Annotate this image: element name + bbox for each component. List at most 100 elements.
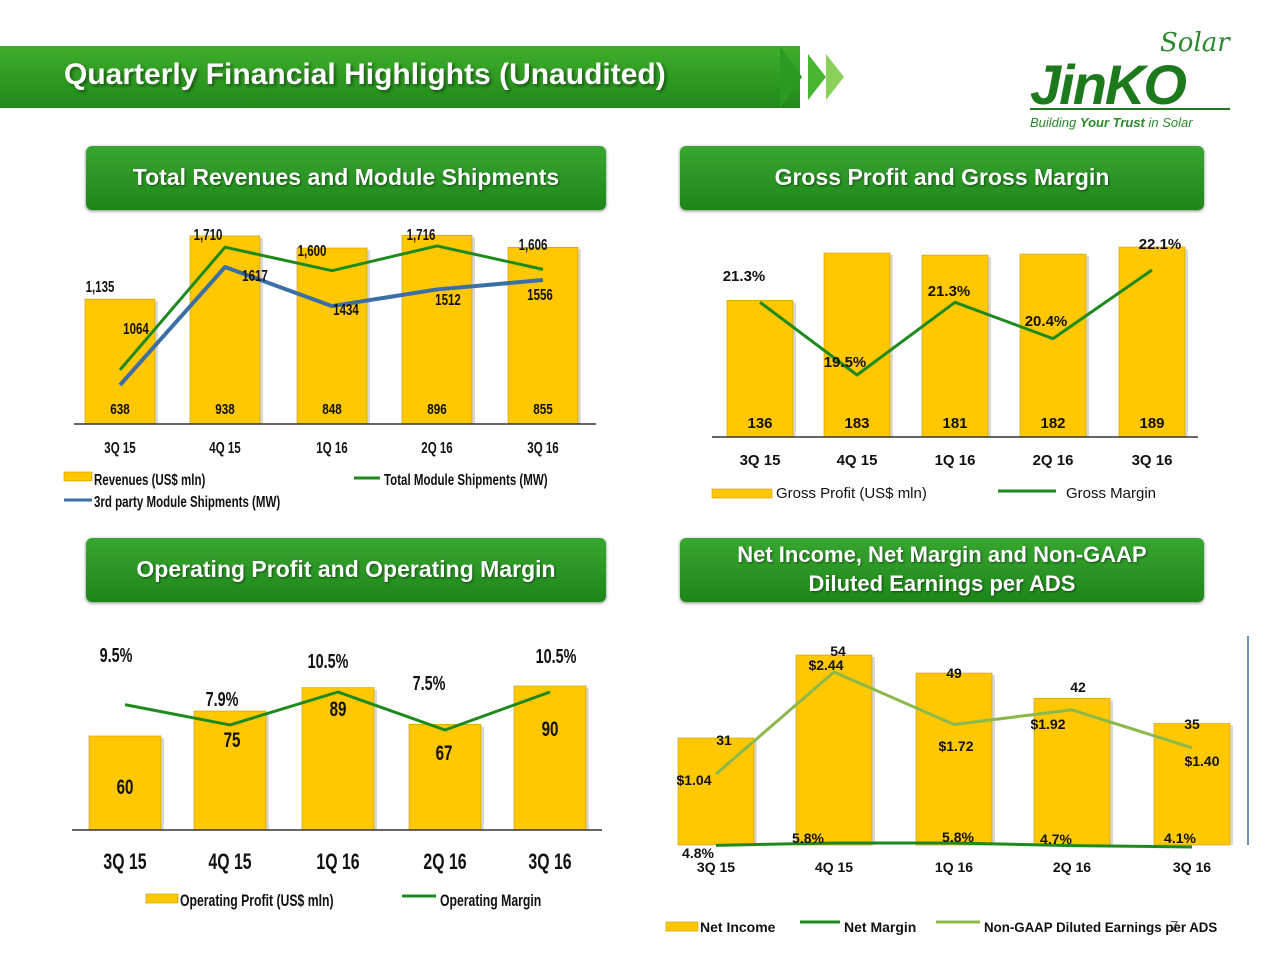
chevron-right-icon	[808, 54, 826, 100]
net-margin-label: 4.8%	[682, 845, 714, 861]
operating-profit-bar	[193, 710, 267, 831]
operating-profit-value-label: 67	[436, 740, 453, 764]
x-tick-label: 4Q 15	[837, 452, 878, 469]
operating-margin-line	[124, 690, 551, 732]
x-tick-label: 3Q 16	[528, 851, 571, 875]
gross-profit-value-label: 181	[942, 415, 967, 432]
gross-margin-line	[759, 268, 1153, 377]
gross-profit-value-label: 189	[1139, 415, 1164, 432]
eps-value-label: $1.40	[1184, 753, 1219, 769]
title-banner	[0, 46, 800, 108]
x-tick-label: 2Q 16	[421, 438, 453, 456]
operating-profit-bar	[513, 685, 587, 831]
net-margin-label: 5.8%	[942, 829, 974, 845]
x-tick-label: 3Q 16	[527, 438, 559, 456]
logo-tag-b: Your Trust	[1079, 115, 1145, 130]
operating-margin-label: 9.5%	[100, 644, 133, 667]
net-margin-label: 5.8%	[792, 830, 824, 846]
x-tick-label: 4Q 15	[815, 859, 853, 875]
legend-label-third-party: 3rd party Module Shipments (MW)	[94, 492, 280, 510]
x-tick-label: 3Q 16	[1173, 859, 1211, 875]
gross-profit-value-label: 183	[844, 415, 869, 432]
operating-profit-bar	[301, 687, 375, 831]
x-tick-label: 4Q 15	[209, 438, 241, 456]
x-tick-label: 2Q 16	[423, 851, 466, 875]
third-party-label: 1434	[333, 300, 359, 318]
eps-value-label: $1.92	[1030, 716, 1065, 732]
gross-profit-value-label: 136	[747, 415, 772, 432]
eps-line	[715, 670, 1193, 776]
gross-profit-bar	[921, 254, 989, 438]
logo-tag-a: Building	[1030, 115, 1080, 130]
gross-margin-label: 21.3%	[928, 283, 971, 300]
title-banner-tip	[780, 46, 802, 108]
total-shipments-label: 1,135	[86, 277, 115, 295]
net-income-bar	[795, 654, 873, 846]
x-tick-label: 3Q 15	[103, 851, 146, 875]
net-income-value-label: 35	[1184, 716, 1200, 732]
revenue-bar	[296, 247, 368, 425]
revenue-bar	[507, 247, 579, 425]
x-tick-label: 1Q 16	[316, 438, 348, 456]
operating-profit-value-label: 90	[542, 716, 559, 740]
revenue-value-label: 848	[322, 401, 342, 418]
net-income-bar	[1153, 723, 1231, 846]
page-title: Quarterly Financial Highlights (Unaudite…	[64, 58, 666, 91]
chevron-right-icon	[826, 54, 844, 100]
gross-profit-bar	[1118, 246, 1186, 438]
third-party-label: 1512	[435, 290, 461, 308]
panel-header-netincome: Net Income, Net Margin and Non-GAAP Dilu…	[680, 538, 1204, 602]
net-income-bar	[915, 672, 993, 846]
legend-label-gross-margin: Gross Margin	[1066, 485, 1156, 502]
net-margin-label: 4.1%	[1164, 830, 1196, 846]
logo-tag-c: in Solar	[1144, 115, 1193, 130]
legend-label-gross-profit: Gross Profit (US$ mln)	[776, 485, 927, 502]
total-shipments-label: 1,600	[298, 241, 327, 259]
logo-rule	[1030, 108, 1230, 110]
panel-header-operating: Operating Profit and Operating Margin	[86, 538, 606, 602]
panel-title-revenues: Total Revenues and Module Shipments	[132, 164, 560, 191]
page-number: 7	[1170, 918, 1179, 935]
legend-label-revenues: Revenues (US$ mln)	[94, 470, 205, 488]
legend-swatch-gross-profit	[711, 488, 773, 499]
x-tick-label: 3Q 16	[1132, 452, 1173, 469]
eps-value-label: $1.72	[938, 738, 973, 754]
third-party-label: 1064	[123, 319, 149, 337]
operating-profit-bar	[88, 735, 162, 831]
gross-margin-label: 19.5%	[824, 354, 867, 371]
legend-label-net-margin: Net Margin	[844, 919, 916, 935]
gross-profit-bar	[823, 252, 891, 438]
net-income-value-label: 31	[716, 732, 732, 748]
gross-profit-bar	[726, 300, 794, 438]
panel-title-netincome: Net Income, Net Margin and Non-GAAP Dilu…	[737, 542, 1147, 596]
x-tick-label: 3Q 15	[740, 452, 781, 469]
legend-swatch-operating-profit	[145, 893, 179, 904]
eps-value-label: $1.04	[676, 772, 711, 788]
x-tick-label: 1Q 16	[935, 859, 973, 875]
legend-swatch-net-income	[665, 921, 699, 932]
revenue-bar	[401, 234, 473, 425]
net-income-value-label: 54	[830, 643, 846, 659]
operating-margin-label: 10.5%	[308, 650, 349, 673]
gross-margin-label: 20.4%	[1025, 313, 1068, 330]
eps-value-label: $2.44	[808, 657, 843, 673]
operating-profit-bar	[408, 724, 482, 831]
revenue-value-label: 938	[215, 401, 235, 418]
x-tick-label: 1Q 16	[316, 851, 359, 875]
total-shipments-label: 1,716	[407, 225, 436, 243]
total-shipments-line	[118, 244, 544, 371]
x-tick-label: 2Q 16	[1053, 859, 1091, 875]
revenue-bar	[189, 235, 261, 425]
gross-margin-label: 22.1%	[1139, 236, 1182, 253]
third-party-label: 1617	[242, 266, 268, 284]
third-party-label: 1556	[527, 285, 553, 303]
net-margin-label: 4.7%	[1040, 831, 1072, 847]
operating-profit-value-label: 60	[117, 774, 134, 798]
operating-margin-label: 10.5%	[536, 645, 577, 668]
total-shipments-label: 1,710	[194, 225, 223, 243]
panel-header-revenues: Total Revenues and Module Shipments	[86, 146, 606, 210]
gross-margin-label: 21.3%	[723, 268, 766, 285]
legend-label-total-shipments: Total Module Shipments (MW)	[384, 470, 548, 488]
x-tick-label: 3Q 15	[697, 859, 735, 875]
